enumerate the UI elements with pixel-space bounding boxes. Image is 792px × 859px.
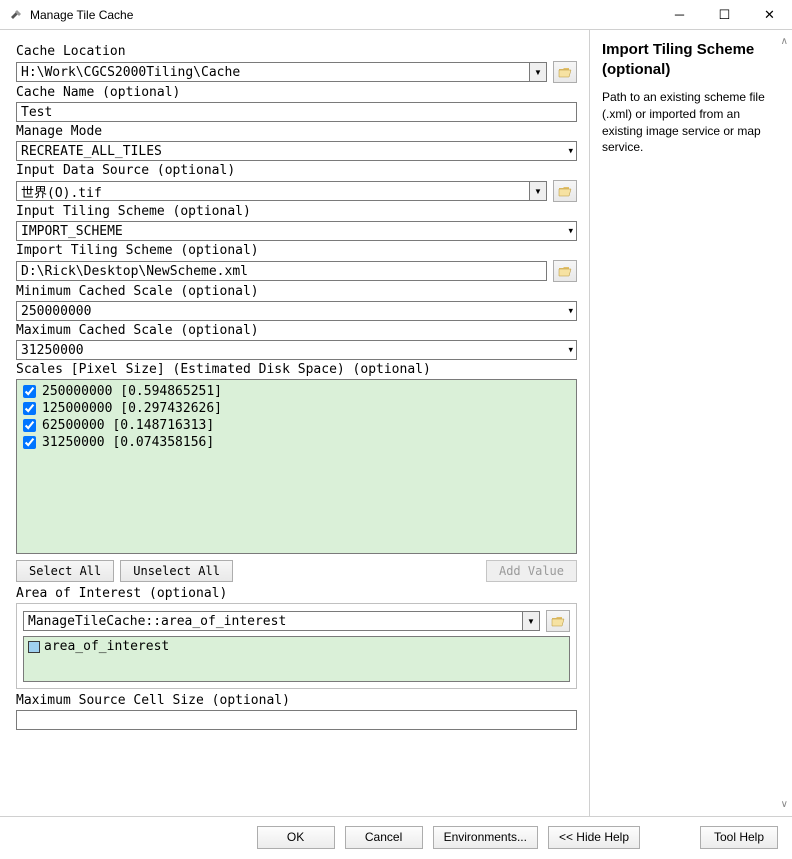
min-cached-scale-label: Minimum Cached Scale (optional) [16, 284, 585, 299]
unselect-all-button[interactable]: Unselect All [120, 560, 233, 582]
aoi-label: Area of Interest (optional) [16, 586, 585, 601]
cancel-button[interactable]: Cancel [345, 826, 423, 849]
cache-name-input[interactable] [16, 102, 577, 122]
hide-help-button[interactable]: << Hide Help [548, 826, 640, 849]
input-tiling-scheme-select[interactable] [16, 221, 577, 241]
aoi-input[interactable] [23, 611, 522, 631]
scroll-up-icon[interactable]: ∧ [781, 36, 788, 47]
help-title: Import Tiling Scheme (optional) [602, 40, 782, 79]
cache-location-input[interactable] [16, 62, 529, 82]
add-value-button[interactable]: Add Value [486, 560, 577, 582]
aoi-browse-button[interactable] [546, 610, 570, 632]
import-tiling-scheme-input[interactable] [16, 261, 547, 281]
help-panel: ∧ Import Tiling Scheme (optional) Path t… [590, 30, 790, 816]
polygon-swatch-icon [28, 641, 40, 653]
cache-location-combo[interactable]: ▼ [16, 62, 547, 82]
scale-checkbox[interactable] [23, 385, 36, 398]
scale-item[interactable]: 125000000 [0.297432626] [23, 401, 570, 416]
cache-location-label: Cache Location [16, 44, 585, 59]
import-tiling-scheme-browse-button[interactable] [553, 260, 577, 282]
aoi-list[interactable]: area_of_interest [23, 636, 570, 682]
cache-name-label: Cache Name (optional) [16, 85, 585, 100]
input-data-source-input[interactable] [16, 181, 529, 201]
input-data-source-dropdown-button[interactable]: ▼ [529, 181, 547, 201]
folder-open-icon [551, 615, 565, 627]
titlebar: Manage Tile Cache ─ ☐ ✕ [0, 0, 792, 30]
maximize-button[interactable]: ☐ [702, 0, 747, 29]
max-source-cell-label: Maximum Source Cell Size (optional) [16, 693, 585, 708]
aoi-combo[interactable]: ▼ [23, 611, 540, 631]
aoi-item-label: area_of_interest [44, 639, 169, 654]
aoi-group: ▼ area_of_interest [16, 603, 577, 689]
min-cached-scale-select[interactable] [16, 301, 577, 321]
main-area: Cache Location ▼ Cache Name (optional) M… [0, 30, 792, 817]
scale-item-label: 31250000 [0.074358156] [42, 435, 214, 450]
window-title: Manage Tile Cache [30, 8, 133, 22]
tool-help-button[interactable]: Tool Help [700, 826, 778, 849]
select-all-button[interactable]: Select All [16, 560, 114, 582]
import-tiling-scheme-label: Import Tiling Scheme (optional) [16, 243, 585, 258]
input-data-source-label: Input Data Source (optional) [16, 163, 585, 178]
environments-button[interactable]: Environments... [433, 826, 538, 849]
manage-mode-select[interactable] [16, 141, 577, 161]
scale-item-label: 250000000 [0.594865251] [42, 384, 222, 399]
window-controls: ─ ☐ ✕ [657, 0, 792, 29]
bottom-bar: OK Cancel Environments... << Hide Help T… [0, 817, 792, 857]
minimize-button[interactable]: ─ [657, 0, 702, 29]
scale-item-label: 125000000 [0.297432626] [42, 401, 222, 416]
hammer-icon [8, 7, 24, 23]
max-cached-scale-label: Maximum Cached Scale (optional) [16, 323, 585, 338]
scales-label: Scales [Pixel Size] (Estimated Disk Spac… [16, 362, 585, 377]
aoi-dropdown-button[interactable]: ▼ [522, 611, 540, 631]
folder-open-icon [558, 185, 572, 197]
scale-item[interactable]: 250000000 [0.594865251] [23, 384, 570, 399]
folder-open-icon [558, 265, 572, 277]
scale-checkbox[interactable] [23, 419, 36, 432]
help-body: Path to an existing scheme file (.xml) o… [602, 89, 782, 156]
spacer [239, 560, 480, 582]
scales-listbox[interactable]: 250000000 [0.594865251] 125000000 [0.2974… [16, 379, 577, 554]
scale-item[interactable]: 31250000 [0.074358156] [23, 435, 570, 450]
input-tiling-scheme-label: Input Tiling Scheme (optional) [16, 204, 585, 219]
cache-location-dropdown-button[interactable]: ▼ [529, 62, 547, 82]
manage-mode-label: Manage Mode [16, 124, 585, 139]
scale-checkbox[interactable] [23, 436, 36, 449]
close-button[interactable]: ✕ [747, 0, 792, 29]
aoi-list-item[interactable]: area_of_interest [28, 639, 565, 654]
ok-button[interactable]: OK [257, 826, 335, 849]
max-cached-scale-select[interactable] [16, 340, 577, 360]
input-data-source-browse-button[interactable] [553, 180, 577, 202]
scale-checkbox[interactable] [23, 402, 36, 415]
cache-location-browse-button[interactable] [553, 61, 577, 83]
max-source-cell-input[interactable] [16, 710, 577, 730]
form-panel: Cache Location ▼ Cache Name (optional) M… [0, 30, 590, 816]
scale-item-label: 62500000 [0.148716313] [42, 418, 214, 433]
folder-open-icon [558, 66, 572, 78]
scale-item[interactable]: 62500000 [0.148716313] [23, 418, 570, 433]
scroll-down-icon[interactable]: ∨ [781, 799, 788, 810]
input-data-source-combo[interactable]: ▼ [16, 181, 547, 201]
